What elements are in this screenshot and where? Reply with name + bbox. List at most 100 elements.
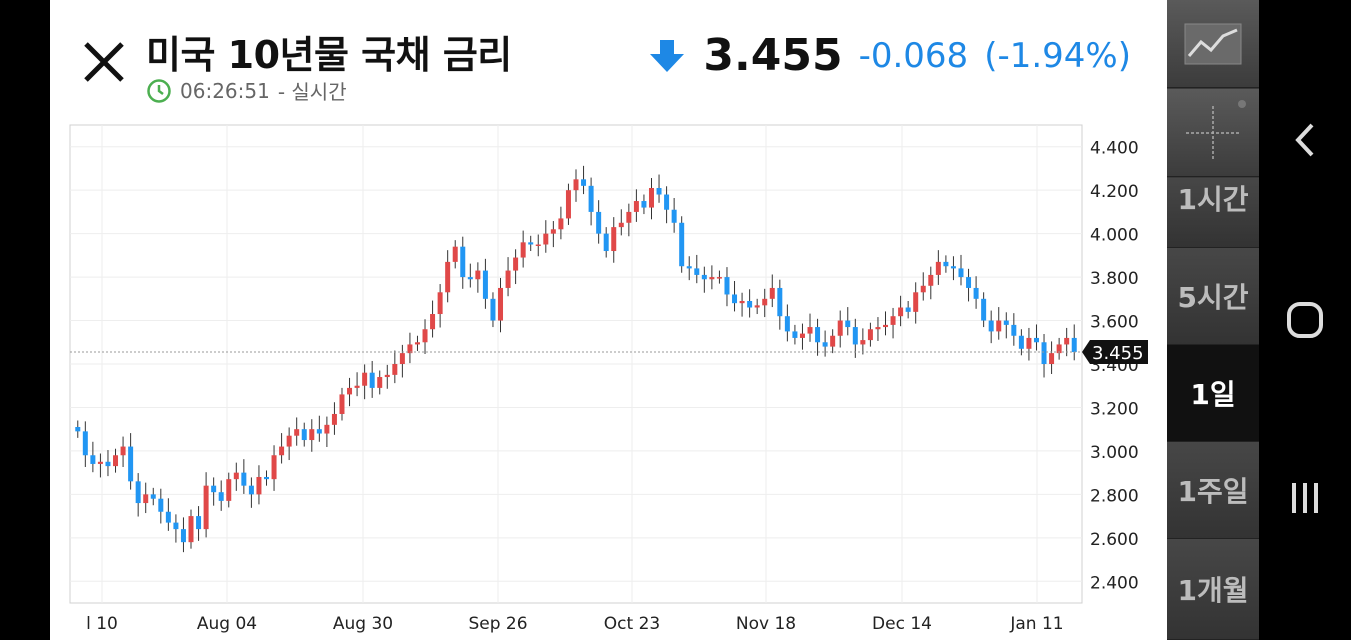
crosshair-button[interactable] [1167, 89, 1259, 177]
candle-body [211, 485, 217, 493]
candle-body [588, 185, 594, 212]
candle-body [596, 211, 602, 234]
candle-body [105, 461, 111, 467]
candle-body [505, 270, 511, 288]
price-change-pct: (-1.94%) [984, 35, 1131, 76]
period-1h[interactable]: 1시간 [1167, 178, 1259, 248]
candle-body [928, 274, 934, 286]
candle-body [97, 461, 103, 464]
candle-body [633, 201, 639, 212]
candle-body [437, 292, 443, 315]
candle-body [475, 270, 481, 280]
x-tick-label: Aug 30 [333, 614, 393, 634]
y-tick-label: 3.800 [1090, 269, 1139, 289]
current-price-tag [1082, 340, 1148, 365]
candle-body [445, 261, 451, 293]
y-tick-label: 2.800 [1090, 486, 1139, 506]
chart-sidebar: 1시간 5시간 1일 1주일 1개월 [1167, 0, 1259, 640]
candle-body [180, 529, 186, 543]
candle-body [535, 244, 541, 246]
price-value: 3.455 [703, 30, 843, 81]
candle-body [271, 455, 277, 480]
candle-body [248, 485, 254, 495]
close-icon[interactable] [82, 40, 126, 84]
candle-body [233, 472, 239, 480]
candle-body [815, 327, 821, 343]
y-tick-label: 3.600 [1090, 313, 1139, 333]
candle-body [618, 222, 624, 228]
candle-body [188, 516, 194, 543]
candle-body [792, 331, 798, 338]
candle-body [498, 287, 504, 321]
candle-body [611, 227, 617, 252]
y-tick-label: 2.400 [1090, 573, 1139, 593]
y-tick-label: 4.400 [1090, 139, 1139, 159]
candle-body [898, 307, 904, 317]
y-tick-label: 4.000 [1090, 226, 1139, 246]
back-icon[interactable] [1280, 115, 1330, 165]
candle-body [799, 333, 805, 338]
candle-body [150, 494, 156, 499]
y-tick-label: 2.600 [1090, 530, 1139, 550]
candle-body [460, 246, 466, 278]
candle-body [664, 194, 670, 210]
price-change: -0.068 [858, 35, 969, 76]
candle-body [324, 424, 330, 434]
candle-body [724, 277, 730, 295]
home-icon[interactable] [1280, 295, 1330, 345]
candle-body [565, 190, 571, 219]
candle-body [988, 320, 994, 332]
time-row: 06:26:51 - 실시간 [146, 76, 347, 105]
candle-body [347, 387, 353, 395]
candle-body [739, 300, 745, 304]
left-edge [0, 0, 50, 640]
candle-body [966, 277, 972, 288]
candle-body [694, 268, 700, 275]
period-1m[interactable]: 1개월 [1167, 539, 1259, 640]
candle-body [286, 435, 292, 447]
candle-body [414, 342, 420, 345]
price-chart[interactable]: 4.4004.2004.0003.8003.6003.4003.2003.000… [50, 118, 1167, 640]
candle-body [294, 429, 300, 436]
candle-body [165, 511, 171, 523]
candle-body [82, 431, 88, 456]
candle-body [75, 427, 81, 432]
line-chart-icon [1184, 23, 1242, 64]
period-5h[interactable]: 5시간 [1167, 248, 1259, 345]
candle-body [573, 179, 579, 191]
candle-body [1064, 337, 1070, 345]
candle-body [769, 287, 775, 299]
candle-body [1041, 342, 1047, 364]
candle-body [867, 329, 873, 341]
x-tick-label: Oct 23 [604, 614, 660, 634]
candle-body [641, 201, 647, 208]
candle-body [467, 277, 473, 280]
candle-body [1003, 320, 1009, 325]
period-1w[interactable]: 1주일 [1167, 442, 1259, 539]
recents-icon[interactable] [1280, 473, 1330, 523]
candle-body [883, 324, 889, 328]
candle-body [331, 413, 337, 425]
candle-body [845, 320, 851, 328]
chart-type-button[interactable] [1167, 0, 1259, 88]
candle-body [528, 242, 534, 245]
candle-body [981, 298, 987, 321]
candle-body [777, 287, 783, 317]
candle-body [860, 340, 866, 345]
candle-body [807, 327, 813, 334]
candle-body [830, 335, 836, 347]
candle-body [309, 429, 315, 441]
candle-body [935, 261, 941, 275]
candle-body [875, 327, 881, 330]
current-price-label: 3.455 [1092, 343, 1144, 364]
candle-body [392, 364, 398, 375]
candle-body [1018, 335, 1024, 349]
x-tick-label: Nov 18 [736, 614, 796, 634]
period-1d[interactable]: 1일 [1167, 345, 1259, 442]
x-tick-label: l 10 [86, 614, 118, 634]
candle-body [950, 266, 956, 269]
y-tick-label: 4.200 [1090, 182, 1139, 202]
candle-body [1011, 324, 1017, 336]
candle-body [1071, 337, 1077, 353]
candle-body [958, 268, 964, 278]
